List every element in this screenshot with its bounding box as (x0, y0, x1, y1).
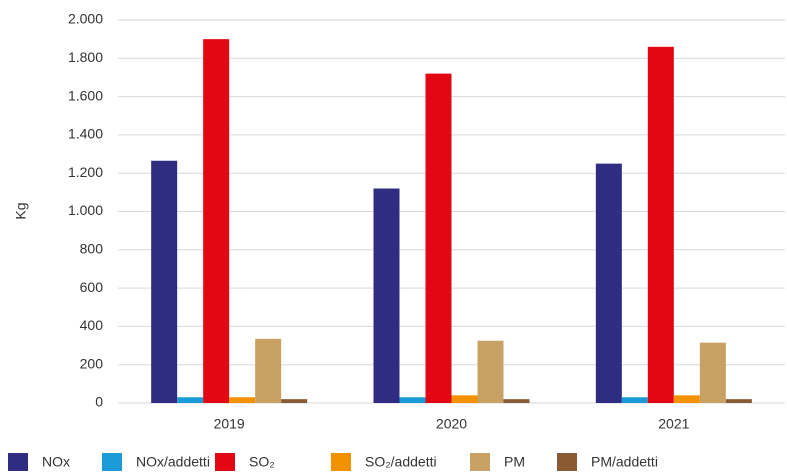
x-tick-label: 2020 (436, 416, 467, 432)
bar (229, 397, 256, 403)
y-tick-label: 1.600 (68, 87, 103, 103)
legend-label: SO₂ (249, 454, 275, 470)
legend-swatch (331, 453, 351, 471)
legend-swatch (102, 453, 122, 471)
y-tick-label: 2.000 (68, 11, 103, 27)
bar (255, 338, 282, 403)
bar (699, 342, 726, 403)
y-axis-label: Kg (13, 202, 29, 219)
bar (373, 188, 400, 403)
x-tick-label: 2019 (214, 416, 245, 432)
legend-label: NOx (42, 454, 70, 470)
bar (177, 397, 204, 403)
bar (647, 46, 674, 404)
legend-label: PM/addetti (591, 454, 658, 470)
bar (725, 399, 752, 403)
y-tick-label: 400 (80, 317, 104, 333)
y-tick-label: 1.800 (68, 49, 103, 65)
legend-label: SO₂/addetti (365, 454, 437, 470)
bar (595, 163, 622, 403)
y-tick-label: 600 (80, 279, 104, 295)
bar (451, 395, 478, 403)
legend-swatch (8, 453, 28, 471)
bar (621, 397, 648, 403)
bar (151, 160, 178, 403)
legend-swatch (470, 453, 490, 471)
bar (477, 340, 504, 403)
bar (399, 397, 426, 403)
y-tick-label: 800 (80, 241, 104, 257)
y-tick-label: 1.400 (68, 126, 103, 142)
legend-label: NOx/addetti (136, 454, 210, 470)
y-tick-label: 0 (95, 394, 103, 410)
bar (203, 39, 230, 404)
bar (425, 73, 452, 404)
x-tick-label: 2021 (658, 416, 689, 432)
legend-label: PM (504, 454, 525, 470)
bar (281, 399, 308, 403)
legend-swatch (215, 453, 235, 471)
y-tick-label: 200 (80, 355, 104, 371)
legend-swatch (557, 453, 577, 471)
bar (673, 395, 700, 403)
y-tick-label: 1.000 (68, 202, 103, 218)
y-tick-label: 1.200 (68, 164, 103, 180)
bar (503, 399, 530, 403)
